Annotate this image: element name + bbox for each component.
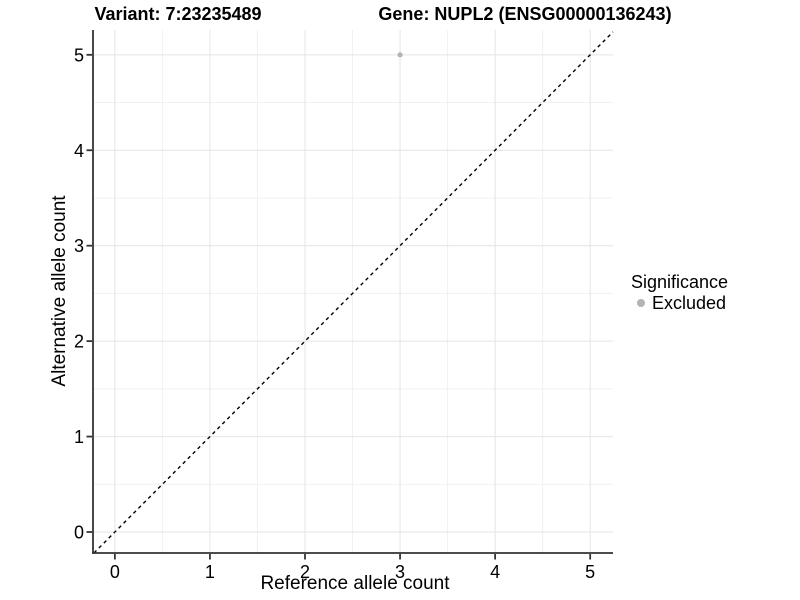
- x-tick-label: 5: [585, 562, 595, 582]
- legend-item-excluded: Excluded: [631, 293, 728, 313]
- x-tick-label: 3: [395, 562, 405, 582]
- legend-item-label: Excluded: [652, 293, 727, 313]
- data-point: [397, 52, 403, 58]
- y-tick-label: 2: [74, 332, 84, 352]
- y-axis-label: Alternative allele count: [49, 195, 70, 387]
- x-tick-label: 1: [205, 562, 215, 582]
- x-tick-label: 2: [300, 562, 310, 582]
- y-tick-label: 1: [74, 427, 84, 447]
- x-tick-label: 0: [110, 562, 120, 582]
- x-axis-label: Reference allele count: [260, 573, 450, 594]
- plot-title-variant: Variant: 7:23235489: [94, 4, 262, 24]
- y-tick-label: 0: [74, 523, 84, 543]
- y-tick-label: 5: [74, 45, 84, 65]
- x-tick-label: 4: [490, 562, 500, 582]
- y-tick-label: 4: [74, 141, 84, 161]
- legend-dot-icon: [637, 299, 645, 307]
- y-tick-label: 3: [74, 236, 84, 256]
- legend: Significance Excluded: [631, 271, 728, 313]
- identity-reference-line: [93, 31, 614, 554]
- plot-title-gene: Gene: NUPL2 (ENSG00000136243): [378, 4, 672, 24]
- legend-title: Significance: [631, 272, 729, 292]
